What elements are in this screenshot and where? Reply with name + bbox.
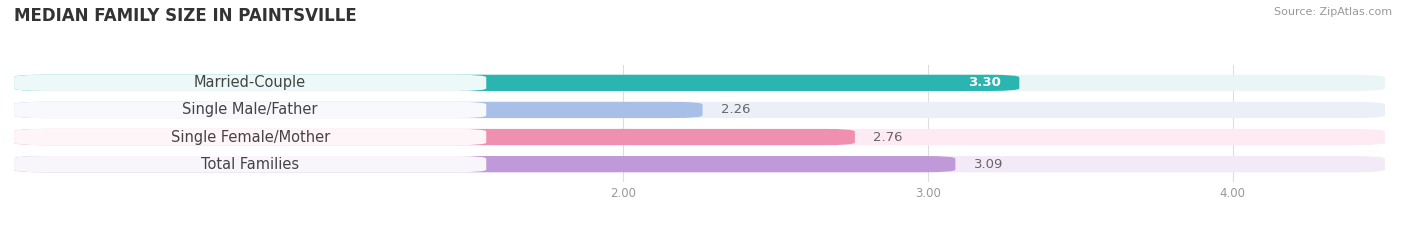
Text: Married-Couple: Married-Couple bbox=[194, 75, 307, 90]
Text: 2.76: 2.76 bbox=[873, 130, 903, 144]
FancyBboxPatch shape bbox=[14, 129, 855, 145]
FancyBboxPatch shape bbox=[14, 156, 955, 172]
Text: Source: ZipAtlas.com: Source: ZipAtlas.com bbox=[1274, 7, 1392, 17]
FancyBboxPatch shape bbox=[14, 129, 1385, 145]
Text: 3.30: 3.30 bbox=[969, 76, 1001, 89]
Text: 2.26: 2.26 bbox=[721, 103, 751, 116]
Text: MEDIAN FAMILY SIZE IN PAINTSVILLE: MEDIAN FAMILY SIZE IN PAINTSVILLE bbox=[14, 7, 357, 25]
FancyBboxPatch shape bbox=[14, 75, 1385, 91]
FancyBboxPatch shape bbox=[14, 129, 486, 145]
FancyBboxPatch shape bbox=[14, 156, 1385, 172]
Text: Single Female/Mother: Single Female/Mother bbox=[170, 130, 330, 144]
Text: Total Families: Total Families bbox=[201, 157, 299, 172]
FancyBboxPatch shape bbox=[14, 75, 1019, 91]
FancyBboxPatch shape bbox=[14, 102, 1385, 118]
FancyBboxPatch shape bbox=[14, 102, 703, 118]
Text: Single Male/Father: Single Male/Father bbox=[183, 103, 318, 117]
Text: 3.09: 3.09 bbox=[973, 158, 1002, 171]
FancyBboxPatch shape bbox=[14, 75, 486, 91]
FancyBboxPatch shape bbox=[14, 156, 486, 172]
FancyBboxPatch shape bbox=[14, 102, 486, 118]
